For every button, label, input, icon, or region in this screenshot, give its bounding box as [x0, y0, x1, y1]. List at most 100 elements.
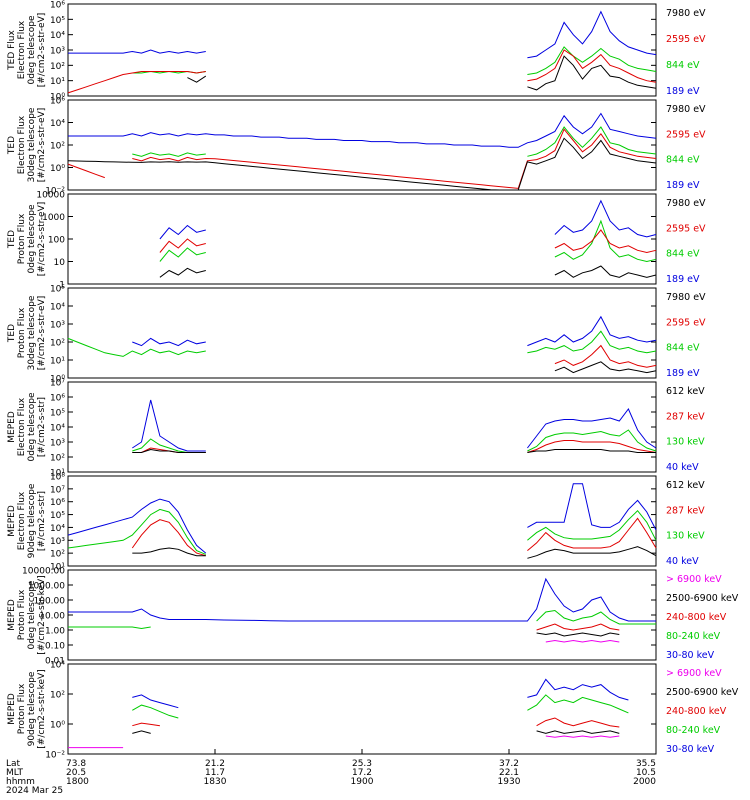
legend-entry: 80-240 keV [666, 725, 721, 736]
y-tick-label: 10² [50, 62, 65, 72]
legend-entry: 2595 eV [666, 129, 706, 140]
y-tick-label: 10⁶ [50, 97, 65, 107]
panel-frame [67, 3, 657, 97]
x-tick-label: 37.2 [499, 759, 519, 769]
legend-entry: > 6900 keV [666, 668, 722, 679]
y-tick-label: 10⁴ [50, 119, 65, 129]
panel-frame [67, 663, 657, 755]
y-axis-label: [#/cm2-s-str-eV] [37, 202, 47, 277]
series-line [68, 609, 656, 630]
y-tick-label: 10⁻² [45, 187, 65, 197]
series-line [67, 330, 657, 357]
y-tick-label: 10¹ [50, 563, 65, 573]
series-line [159, 265, 657, 278]
y-axis-label: [#/cm2-s-str] [37, 397, 47, 457]
legend-entry: 189 eV [666, 274, 700, 285]
series-line [187, 55, 657, 91]
y-axis-label: MEPED [7, 599, 17, 631]
legend-entry: 189 eV [666, 180, 700, 191]
x-tick-label: 10.5 [636, 768, 656, 778]
y-tick-label: 10³ [50, 321, 65, 331]
series-line [159, 229, 657, 254]
y-axis-label: [#/cm2-s-str-keV] [37, 669, 47, 748]
y-axis-label: 90deg telescope [27, 483, 37, 558]
series-line [68, 735, 620, 749]
y-tick-label: 10¹ [50, 357, 65, 367]
legend-entry: 844 eV [666, 155, 700, 166]
y-tick-label: 10⁶ [50, 1, 65, 11]
legend-entry: 844 eV [666, 249, 700, 260]
y-axis-label: Proton Flux [17, 307, 27, 358]
legend-entry: 130 keV [666, 437, 705, 448]
legend-entry: 2500-6900 keV [666, 593, 739, 604]
y-axis-label: [#/cm2-s-str-eV] [37, 13, 47, 88]
series-line [132, 730, 620, 734]
y-axis-label: MEPED [7, 693, 17, 725]
legend-entry: 7980 eV [666, 104, 706, 115]
x-tick-label: 17.2 [352, 768, 372, 778]
legend-entry: 189 eV [666, 86, 700, 97]
y-axis-label: Proton Flux [17, 683, 27, 734]
panel-3: 1 10 100 1000 10000 TED Proton Flux 0deg telesc… [7, 191, 706, 291]
series-line [67, 128, 657, 189]
y-tick-label: 0.01 [45, 657, 65, 667]
legend-entry: 189 eV [666, 368, 700, 379]
panel-7: 0.01 0.10 1.00 10.00 100.00 1000.00 10000.00 ME… [7, 567, 739, 667]
y-tick-label: 100.00 [34, 597, 66, 607]
legend-entry: 287 keV [666, 505, 705, 516]
y-axis-label: MEPED [7, 411, 17, 443]
x-tick-label: 20.5 [66, 768, 86, 778]
y-axis-label: 0deg telescope [27, 15, 37, 85]
y-tick-label: 10⁶ [50, 394, 65, 404]
panel-frame [67, 193, 657, 285]
series-line [554, 344, 657, 368]
y-axis-label: 30deg telescope [27, 107, 37, 182]
y-axis-label: Electron Flux [17, 491, 27, 550]
series-line [68, 112, 657, 148]
series-line [554, 361, 657, 374]
x-tick-label: 35.5 [636, 759, 656, 769]
series-line [67, 508, 657, 555]
y-tick-label: 10⁸ [50, 473, 65, 483]
series-line [132, 448, 656, 453]
legend-entry: 40 keV [666, 462, 699, 473]
legend-entry: 7980 eV [666, 8, 706, 19]
y-axis-label: 0deg telescope [27, 204, 37, 274]
x-tick-label: 25.3 [352, 759, 372, 769]
x-tick-label: 73.8 [66, 759, 86, 769]
legend-entry: 612 keV [666, 386, 705, 397]
y-tick-label: 10² [50, 339, 65, 349]
y-tick-label: 10⁴ [50, 424, 65, 434]
y-tick-label: 10⁰ [50, 164, 65, 174]
y-axis-label: 0deg telescope [27, 580, 37, 650]
y-tick-label: 10⁵ [50, 511, 65, 521]
series-line [132, 717, 620, 728]
y-tick-label: 10² [50, 550, 65, 560]
y-axis-label: MEPED [7, 505, 17, 537]
legend-entry: 30-80 keV [666, 744, 715, 755]
y-tick-label: 10² [50, 142, 65, 152]
x-tick-label: 1830 [204, 777, 227, 787]
y-tick-label: 1000 [42, 213, 65, 223]
y-axis-label: Electron Flux [17, 115, 27, 174]
legend-entry: 130 keV [666, 531, 705, 542]
x-axis-row-label: MLT [6, 768, 24, 778]
y-tick-label: 10⁰ [50, 721, 65, 731]
legend-entry: 30-80 keV [666, 650, 715, 661]
y-tick-label: 10⁵ [50, 409, 65, 419]
x-tick-label: 1800 [66, 777, 89, 787]
y-tick-label: 10³ [50, 537, 65, 547]
legend-entry: 2595 eV [666, 317, 706, 328]
x-tick-label: 1900 [351, 777, 374, 787]
legend-entry: 844 eV [666, 343, 700, 354]
x-axis-row-label: 2024 Mar 25 [6, 786, 63, 796]
x-tick-label: 22.1 [499, 768, 519, 778]
series-line [132, 546, 657, 559]
panel-6: 10¹ 10² 10³ 10⁴ 10⁵ 10⁶ 10⁷ 10⁸ MEPED Electron Fl… [7, 473, 705, 573]
series-line [159, 199, 657, 240]
legend-entry: 844 eV [666, 60, 700, 71]
legend-entry: > 6900 keV [666, 574, 722, 585]
y-axis-label: [#/cm2-s-str-eV] [37, 108, 47, 183]
y-tick-label: 10⁻² [45, 751, 65, 761]
